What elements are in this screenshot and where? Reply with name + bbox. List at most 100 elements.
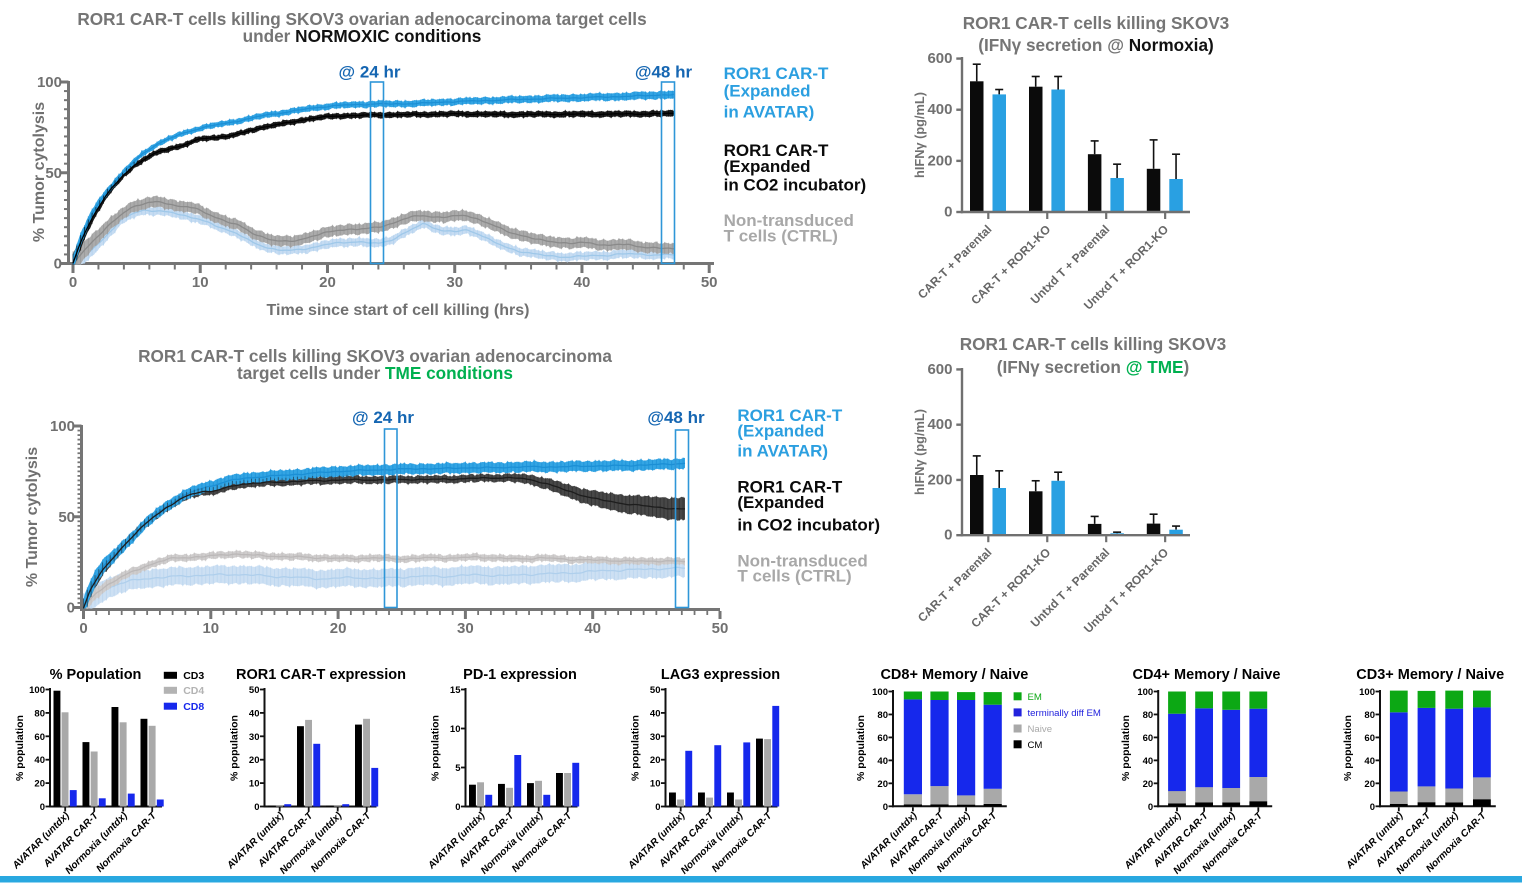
svg-text:under NORMOXIC conditions: under NORMOXIC conditions (243, 26, 482, 46)
svg-text:(Expanded: (Expanded (737, 422, 824, 441)
svg-text:% population: % population (1342, 715, 1354, 781)
svg-text:CM: CM (1028, 740, 1043, 751)
svg-text:% Population: % Population (50, 667, 142, 683)
svg-text:10: 10 (202, 620, 219, 637)
svg-text:200: 200 (927, 471, 952, 488)
svg-text:50: 50 (701, 274, 718, 291)
svg-text:(Expanded: (Expanded (724, 157, 811, 176)
svg-text:@ 24 hr: @ 24 hr (352, 408, 414, 427)
svg-text:0: 0 (944, 527, 952, 544)
svg-text:40: 40 (1364, 756, 1375, 767)
svg-text:CD4+ Memory / Naive: CD4+ Memory / Naive (1133, 667, 1281, 683)
svg-text:20: 20 (249, 755, 260, 766)
svg-text:100: 100 (872, 687, 888, 698)
svg-text:0: 0 (1370, 802, 1375, 813)
svg-text:600: 600 (927, 361, 952, 378)
svg-text:100: 100 (50, 418, 75, 435)
svg-text:30: 30 (457, 620, 474, 637)
svg-text:100: 100 (1359, 687, 1375, 698)
svg-text:80: 80 (877, 710, 888, 721)
svg-text:T cells (CTRL): T cells (CTRL) (737, 567, 851, 586)
svg-text:Time since start of cell killi: Time since start of cell killing (hrs) (267, 302, 530, 319)
svg-text:80: 80 (1143, 710, 1154, 721)
svg-text:% population: % population (630, 715, 642, 781)
svg-text:0: 0 (79, 620, 87, 637)
svg-text:% population: % population (14, 715, 26, 781)
svg-text:@ 24 hr: @ 24 hr (339, 63, 401, 82)
svg-text:20: 20 (319, 274, 336, 291)
svg-text:PD-1 expression: PD-1 expression (463, 667, 577, 683)
svg-text:10: 10 (650, 779, 661, 790)
svg-text:60: 60 (1364, 733, 1375, 744)
svg-text:hIFNγ (pg/mL): hIFNγ (pg/mL) (912, 92, 927, 178)
svg-text:0: 0 (455, 802, 460, 813)
svg-text:60: 60 (877, 733, 888, 744)
svg-text:40: 40 (1143, 756, 1154, 767)
svg-text:30: 30 (446, 274, 463, 291)
svg-text:Non-transduced: Non-transduced (737, 551, 867, 570)
svg-text:10: 10 (249, 779, 260, 790)
svg-text:in CO2 incubator): in CO2 incubator) (724, 176, 867, 195)
svg-text:CD3: CD3 (183, 670, 204, 682)
svg-text:30: 30 (650, 732, 661, 743)
svg-text:0: 0 (40, 802, 45, 813)
svg-text:ROR1 CAR-T: ROR1 CAR-T (737, 477, 842, 496)
svg-text:in CO2 incubator): in CO2 incubator) (737, 516, 880, 535)
svg-text:(IFNγ secretion @ Normoxia): (IFNγ secretion @ Normoxia) (978, 35, 1213, 55)
svg-text:CD8: CD8 (183, 701, 204, 713)
svg-text:ROR1 CAR-T cells killing SKOV3: ROR1 CAR-T cells killing SKOV3 ovarian a… (138, 346, 612, 366)
svg-text:15: 15 (450, 685, 461, 696)
svg-text:0: 0 (655, 802, 660, 813)
svg-text:0: 0 (883, 802, 888, 813)
svg-text:20: 20 (330, 620, 347, 637)
svg-text:100: 100 (37, 74, 62, 91)
svg-text:LAG3 expression: LAG3 expression (661, 667, 780, 683)
svg-text:ROR1 CAR-T cells killing SKOV3: ROR1 CAR-T cells killing SKOV3 (960, 334, 1226, 354)
svg-text:CD4: CD4 (183, 685, 204, 697)
svg-text:CD8+ Memory / Naive: CD8+ Memory / Naive (880, 667, 1028, 683)
svg-text:hIFNγ (pg/mL): hIFNγ (pg/mL) (912, 409, 927, 495)
svg-text:ROR1 CAR-T cells killing SKOV3: ROR1 CAR-T cells killing SKOV3 ovarian a… (77, 9, 646, 29)
svg-text:@48 hr: @48 hr (635, 63, 693, 82)
svg-text:ROR1 CAR-T: ROR1 CAR-T (737, 406, 842, 425)
svg-text:400: 400 (927, 416, 952, 433)
svg-text:60: 60 (1143, 733, 1154, 744)
svg-text:% Tumor cytolysis: % Tumor cytolysis (31, 102, 48, 242)
svg-text:80: 80 (1364, 710, 1375, 721)
svg-text:(Expanded: (Expanded (737, 493, 824, 512)
svg-text:EM: EM (1028, 692, 1042, 703)
svg-text:0: 0 (1148, 802, 1153, 813)
svg-text:ROR1 CAR-T: ROR1 CAR-T (724, 141, 829, 160)
svg-text:0: 0 (69, 274, 77, 291)
svg-text:% population: % population (430, 715, 442, 781)
svg-text:40: 40 (249, 708, 260, 719)
svg-text:50: 50 (650, 685, 661, 696)
svg-text:600: 600 (927, 50, 952, 67)
svg-text:40: 40 (584, 620, 601, 637)
svg-text:50: 50 (712, 620, 729, 637)
svg-text:% population: % population (229, 715, 241, 781)
svg-text:0: 0 (254, 802, 259, 813)
svg-text:Naive: Naive (1028, 724, 1053, 735)
svg-text:80: 80 (34, 708, 45, 719)
svg-text:30: 30 (249, 732, 260, 743)
svg-text:60: 60 (34, 732, 45, 743)
svg-text:ROR1 CAR-T: ROR1 CAR-T (724, 64, 829, 83)
svg-text:% population: % population (855, 715, 867, 781)
svg-text:T cells (CTRL): T cells (CTRL) (724, 227, 838, 246)
svg-text:100: 100 (29, 685, 45, 696)
svg-text:100: 100 (1137, 687, 1153, 698)
svg-text:400: 400 (927, 101, 952, 118)
svg-text:% population: % population (1120, 715, 1132, 781)
svg-text:target cells under TME conditi: target cells under TME conditions (237, 363, 513, 383)
svg-text:50: 50 (58, 509, 75, 526)
svg-text:terminally diff EM: terminally diff EM (1028, 708, 1101, 719)
svg-text:% Tumor cytolysis: % Tumor cytolysis (24, 447, 41, 587)
svg-text:40: 40 (574, 274, 591, 291)
svg-text:ROR1 CAR-T expression: ROR1 CAR-T expression (236, 667, 406, 683)
svg-text:10: 10 (192, 274, 209, 291)
svg-text:10: 10 (450, 724, 461, 735)
svg-text:(Expanded: (Expanded (724, 82, 811, 101)
svg-text:5: 5 (455, 763, 461, 774)
svg-text:ROR1 CAR-T cells killing SKOV3: ROR1 CAR-T cells killing SKOV3 (963, 13, 1229, 33)
